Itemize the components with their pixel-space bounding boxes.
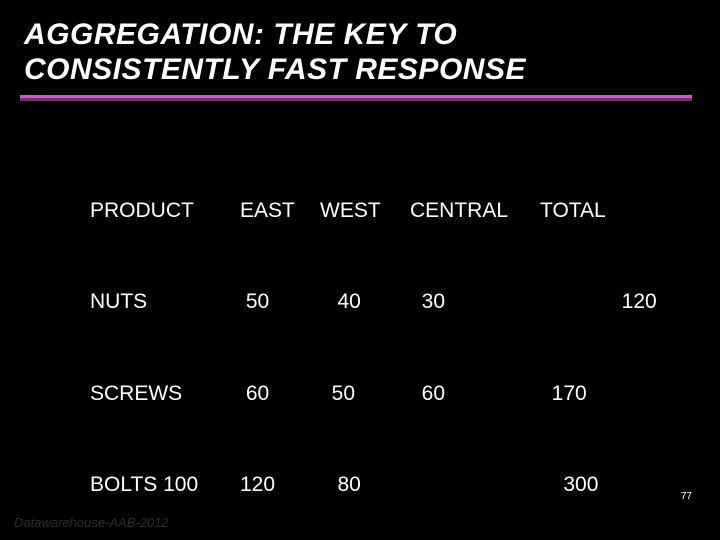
cell-east: 60 xyxy=(240,379,320,409)
footer-text: Datawarehouse-AAB-2012 xyxy=(14,515,169,530)
col-header-west: WEST xyxy=(320,196,410,226)
cell-product: SCREWS xyxy=(90,379,240,409)
slide-title: AGGREGATION: THE KEY TO CONSISTENTLY FAS… xyxy=(24,18,696,87)
cell-total: 120 xyxy=(540,287,660,317)
slide: AGGREGATION: THE KEY TO CONSISTENTLY FAS… xyxy=(0,0,720,540)
cell-product: BOLTS 100 xyxy=(90,470,240,500)
table-header-row: PRODUCT EAST WEST CENTRAL TOTAL xyxy=(90,196,660,226)
data-table: PRODUCT EAST WEST CENTRAL TOTAL NUTS 50 … xyxy=(90,135,660,540)
table-row: SCREWS 60 50 60 170 xyxy=(90,379,660,409)
table-row: NUTS 50 40 30 120 xyxy=(90,287,660,317)
col-header-east: EAST xyxy=(240,196,320,226)
title-underline xyxy=(20,95,692,101)
cell-west: 50 xyxy=(320,379,410,409)
cell-east: 50 xyxy=(240,287,320,317)
col-header-central: CENTRAL xyxy=(410,196,540,226)
cell-total: 300 xyxy=(540,470,660,500)
table-row: BOLTS 100 120 80 300 xyxy=(90,470,660,500)
col-header-product: PRODUCT xyxy=(90,196,240,226)
title-line-2: CONSISTENTLY FAST RESPONSE xyxy=(24,53,526,86)
cell-central: 60 xyxy=(410,379,540,409)
cell-product: NUTS xyxy=(90,287,240,317)
cell-total: 170 xyxy=(540,379,660,409)
title-line-1: AGGREGATION: THE KEY TO xyxy=(24,18,457,51)
cell-west: 80 xyxy=(320,470,410,500)
cell-west: 40 xyxy=(320,287,410,317)
cell-east: 120 xyxy=(240,470,320,500)
cell-central xyxy=(410,470,540,500)
col-header-total: TOTAL xyxy=(540,196,660,226)
page-number: 77 xyxy=(681,491,692,502)
cell-central: 30 xyxy=(410,287,540,317)
